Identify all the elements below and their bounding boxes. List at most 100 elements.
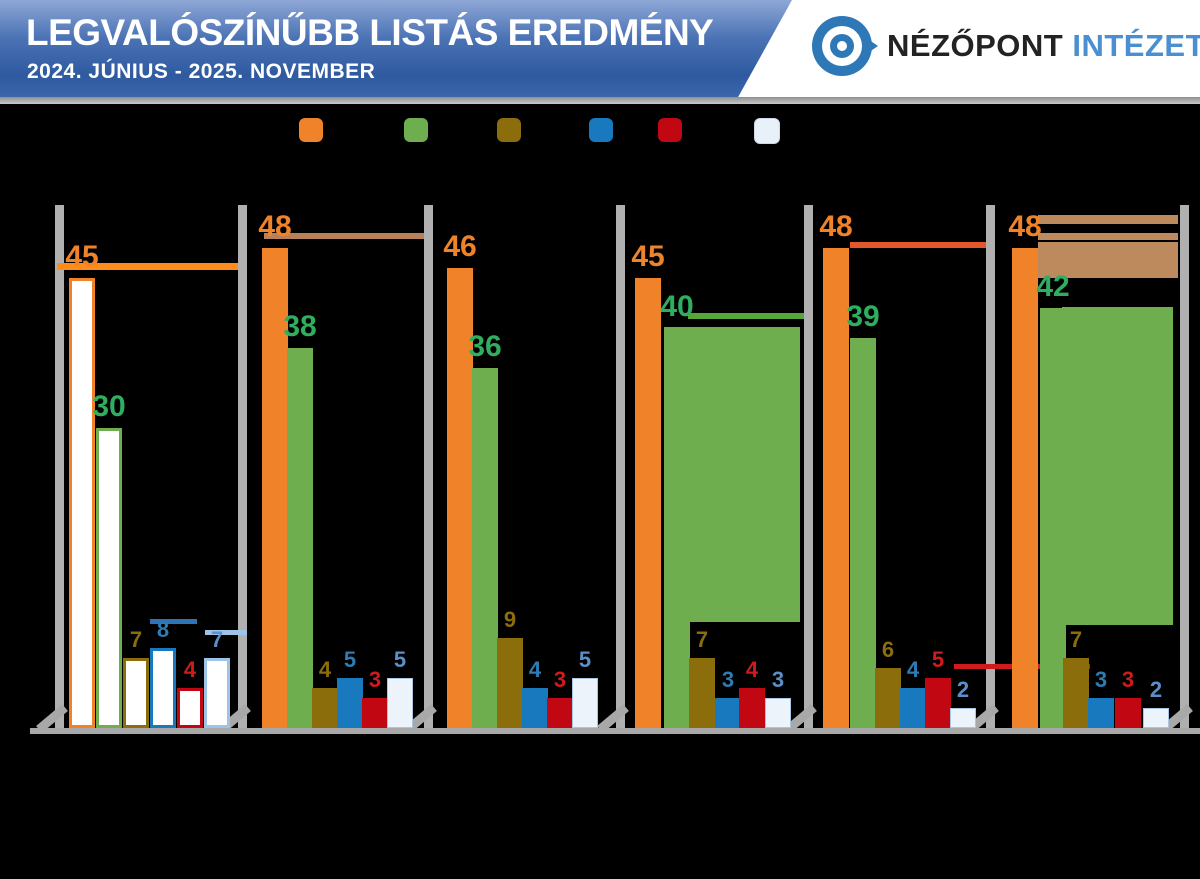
series-lightblue-bar: [1143, 708, 1169, 728]
series-orange-value-label: 48: [258, 210, 292, 243]
series-olive-bar: [1063, 658, 1089, 728]
series-blue-value-label: 4: [528, 657, 542, 682]
legend-swatch-5: [658, 118, 682, 142]
series-blue-value-label: 8: [156, 617, 170, 642]
reference-line: [264, 233, 424, 239]
series-orange-bar: [262, 248, 288, 728]
series-lightblue-value-label: 2: [1149, 677, 1163, 702]
series-green-bar: [1040, 308, 1066, 728]
series-green-bar: [96, 428, 122, 728]
annotation-panel: [1062, 307, 1173, 625]
series-olive-value-label: 7: [129, 627, 143, 652]
series-olive-value-label: 9: [503, 607, 517, 632]
series-orange-bar: [447, 268, 473, 728]
series-orange-value-label: 45: [65, 240, 99, 273]
series-red-value-label: 4: [183, 657, 197, 682]
series-green-value-label: 40: [660, 290, 694, 323]
series-orange-bar: [69, 278, 95, 728]
annotation-panel: [1038, 242, 1178, 278]
axis-line: [424, 205, 433, 734]
series-red-bar: [177, 688, 203, 728]
reference-line: [150, 619, 197, 624]
series-lightblue-bar: [765, 698, 791, 728]
page-subtitle: 2024. JÚNIUS - 2025. NOVEMBER: [27, 60, 376, 83]
series-olive-value-label: 7: [1069, 627, 1083, 652]
series-blue-bar: [337, 678, 363, 728]
series-orange-bar: [635, 278, 661, 728]
x-axis-baseline: [30, 728, 1200, 734]
series-red-value-label: 3: [553, 667, 567, 692]
series-red-bar: [925, 678, 951, 728]
reference-line: [850, 242, 986, 248]
series-olive-bar: [875, 668, 901, 728]
series-lightblue-bar: [572, 678, 598, 728]
series-blue-bar: [1088, 698, 1114, 728]
axis-line: [616, 205, 625, 734]
annotation-panel: [1038, 215, 1178, 224]
series-blue-bar: [150, 648, 176, 728]
series-olive-bar: [123, 658, 149, 728]
series-lightblue-value-label: 2: [956, 677, 970, 702]
series-blue-value-label: 3: [721, 667, 735, 692]
series-olive-bar: [497, 638, 523, 728]
series-blue-value-label: 4: [906, 657, 920, 682]
series-lightblue-bar: [204, 658, 230, 728]
legend-swatch-2: [404, 118, 428, 142]
legend-swatch-3: [497, 118, 521, 142]
series-orange-value-label: 48: [819, 210, 853, 243]
series-green-bar: [287, 348, 313, 728]
reference-line: [57, 263, 238, 270]
series-red-bar: [547, 698, 573, 728]
axis-line: [55, 205, 64, 734]
series-green-bar: [472, 368, 498, 728]
series-green-value-label: 30: [92, 390, 126, 423]
series-red-value-label: 5: [931, 647, 945, 672]
series-red-bar: [739, 688, 765, 728]
series-red-value-label: 3: [368, 667, 382, 692]
series-lightblue-bar: [387, 678, 413, 728]
series-green-bar: [850, 338, 876, 728]
series-blue-value-label: 5: [343, 647, 357, 672]
reference-line: [688, 313, 804, 319]
title-banner: [0, 0, 792, 97]
series-blue-bar: [900, 688, 926, 728]
series-olive-bar: [312, 688, 338, 728]
series-red-value-label: 4: [745, 657, 759, 682]
axis-line: [986, 205, 995, 734]
header-shadow: [0, 97, 1200, 104]
series-red-value-label: 3: [1121, 667, 1135, 692]
series-lightblue-value-label: 5: [393, 647, 407, 672]
reference-line: [205, 630, 247, 635]
axis-line: [804, 205, 813, 734]
axis-line: [1180, 205, 1189, 734]
series-lightblue-bar: [950, 708, 976, 728]
series-orange-bar: [1012, 248, 1038, 728]
series-blue-value-label: 3: [1094, 667, 1108, 692]
series-lightblue-value-label: 7: [210, 627, 224, 652]
brand-logo: NÉZŐPONT INTÉZET: [812, 16, 1200, 76]
page-title: LEGVALÓSZÍNŰBB LISTÁS EREDMÉNY: [26, 12, 714, 53]
series-orange-value-label: 46: [443, 230, 477, 263]
series-blue-bar: [522, 688, 548, 728]
eye-logo-icon: [812, 16, 878, 76]
series-green-value-label: 42: [1036, 270, 1070, 303]
series-lightblue-value-label: 3: [771, 667, 785, 692]
series-green-value-label: 38: [283, 310, 317, 343]
series-olive-bar: [689, 658, 715, 728]
series-red-bar: [1115, 698, 1141, 728]
legend-swatch-1: [299, 118, 323, 142]
series-red-bar: [362, 698, 388, 728]
series-olive-value-label: 4: [318, 657, 332, 682]
series-blue-bar: [715, 698, 741, 728]
series-green-value-label: 39: [846, 300, 880, 333]
legend-swatch-4: [589, 118, 613, 142]
series-olive-value-label: 6: [881, 637, 895, 662]
series-orange-value-label: 45: [631, 240, 665, 273]
brand-name: NÉZŐPONT INTÉZET: [887, 28, 1200, 64]
axis-line: [238, 205, 247, 734]
annotation-panel: [1038, 233, 1178, 240]
brand-name-primary: NÉZŐPONT: [887, 28, 1064, 63]
series-lightblue-value-label: 5: [578, 647, 592, 672]
brand-name-secondary: INTÉZET: [1072, 28, 1200, 63]
